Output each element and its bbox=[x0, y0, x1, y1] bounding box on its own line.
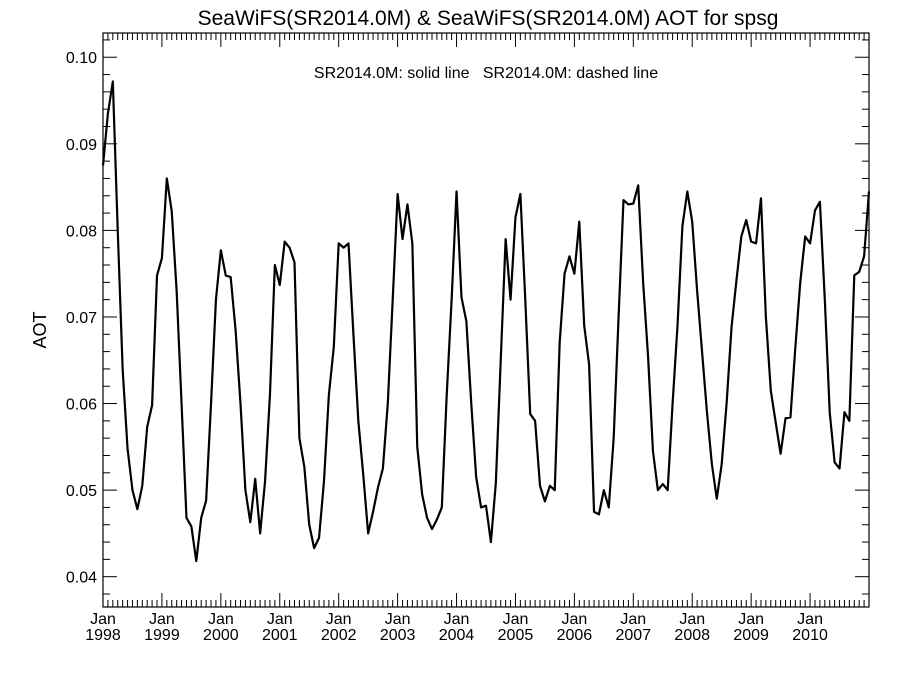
y-tick-label: 0.06 bbox=[66, 397, 97, 414]
x-tick-label-year: 2000 bbox=[203, 627, 239, 644]
x-tick-label-year: 1998 bbox=[85, 627, 121, 644]
y-axis-label: AOT bbox=[30, 311, 50, 348]
axis-ticks bbox=[102, 33, 869, 607]
y-tick-label: 0.09 bbox=[66, 137, 97, 154]
x-tick-label-month: Jan bbox=[149, 611, 175, 628]
x-tick-label-month: Jan bbox=[444, 611, 470, 628]
x-tick-label-month: Jan bbox=[208, 611, 234, 628]
x-tick-label-year: 2002 bbox=[321, 627, 357, 644]
y-tick-label: 0.07 bbox=[66, 310, 97, 327]
x-tick-label-month: Jan bbox=[561, 611, 587, 628]
x-tick-label-month: Jan bbox=[620, 611, 646, 628]
chart-title: SeaWiFS(SR2014.0M) & SeaWiFS(SR2014.0M) … bbox=[198, 7, 779, 30]
x-tick-label-month: Jan bbox=[797, 611, 823, 628]
x-tick-label-year: 2003 bbox=[380, 627, 416, 644]
x-tick-label-month: Jan bbox=[267, 611, 293, 628]
x-tick-label-year: 2005 bbox=[498, 627, 534, 644]
y-tick-label: 0.04 bbox=[66, 570, 97, 587]
x-tick-label-year: 2009 bbox=[733, 627, 769, 644]
x-tick-label-month: Jan bbox=[738, 611, 764, 628]
x-tick-label-month: Jan bbox=[679, 611, 705, 628]
x-tick-label-month: Jan bbox=[326, 611, 352, 628]
x-tick-label-year: 2007 bbox=[616, 627, 652, 644]
x-tick-label-year: 2006 bbox=[557, 627, 593, 644]
x-tick-label-year: 2008 bbox=[674, 627, 710, 644]
axis-tick-labels: 0.040.050.060.070.080.090.10Jan1998Jan19… bbox=[66, 50, 828, 644]
y-tick-label: 0.08 bbox=[66, 223, 97, 240]
x-tick-label-year: 2010 bbox=[792, 627, 828, 644]
line-style-annotation: SR2014.0M: solid line SR2014.0M: dashed … bbox=[314, 65, 658, 82]
x-tick-label-year: 2001 bbox=[262, 627, 298, 644]
x-tick-label-year: 2004 bbox=[439, 627, 475, 644]
x-tick-label-month: Jan bbox=[90, 611, 116, 628]
y-tick-label: 0.05 bbox=[66, 483, 97, 500]
plot-frame bbox=[102, 32, 870, 608]
x-tick-label-month: Jan bbox=[385, 611, 411, 628]
y-tick-label: 0.10 bbox=[66, 50, 97, 67]
x-tick-label-year: 1999 bbox=[144, 627, 180, 644]
x-tick-label-month: Jan bbox=[503, 611, 529, 628]
series-line-solid bbox=[101, 80, 871, 563]
